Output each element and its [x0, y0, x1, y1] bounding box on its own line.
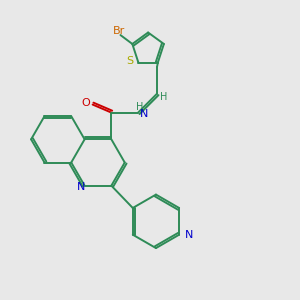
Text: H: H: [160, 92, 167, 102]
Text: N: N: [140, 109, 148, 119]
Text: O: O: [82, 98, 91, 108]
Text: H: H: [136, 102, 143, 112]
Text: N: N: [184, 230, 193, 240]
Text: S: S: [126, 56, 133, 66]
Text: N: N: [77, 182, 85, 192]
Text: Br: Br: [113, 26, 125, 36]
